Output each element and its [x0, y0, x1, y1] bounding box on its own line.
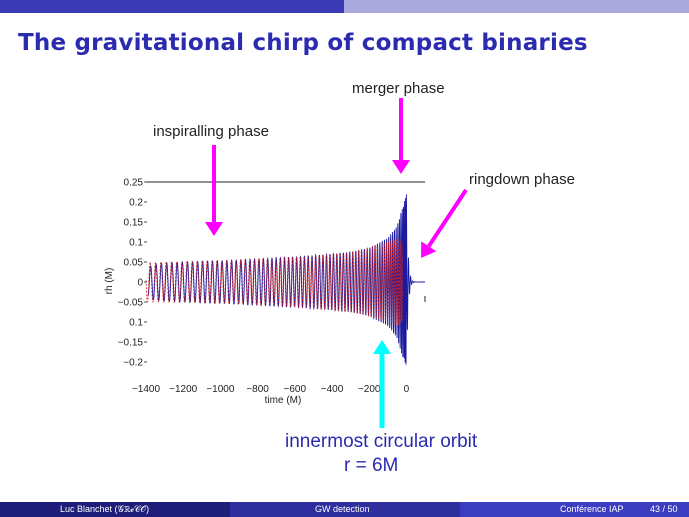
- merger-arrow: [392, 98, 410, 174]
- waveform-series: [145, 194, 425, 365]
- x-tick-labels: −1400 −1200 −1000 −800 −600 −400 −200 0: [132, 384, 410, 395]
- x-tick-label: −1400: [132, 384, 161, 395]
- y-tick-label: 0.05: [124, 258, 144, 269]
- chart-axes: [146, 181, 426, 302]
- footer-venue: Conférence IAP: [560, 504, 624, 514]
- y-tick-label: −0.15: [118, 338, 144, 349]
- y-tick-label: 0: [137, 278, 143, 289]
- arrow-head: [421, 241, 437, 258]
- ringdown-arrow: [421, 188, 468, 258]
- footer-author: Luc Blanchet (𝒢ℝℯ𝒞𝒪): [60, 504, 150, 514]
- y-axis-label: rh (M): [104, 268, 115, 295]
- y-tick-label: −0.05: [118, 298, 144, 309]
- footer-venue-segment: Conférence IAP 43 / 50: [460, 502, 689, 517]
- arrow-head: [205, 222, 223, 236]
- arrow-shaft: [427, 188, 468, 248]
- inspiral-arrow: [205, 145, 223, 236]
- y-tick-labels: 0.25 0.2 0.15 0.1 0.05 0 −0.05 0.1 −0.15 −0.2: [118, 178, 147, 369]
- y-tick-label: 0.25: [124, 178, 144, 189]
- footer-page-number: 43 / 50: [650, 504, 678, 514]
- phase-arrows: [205, 98, 468, 428]
- x-tick-label: 0: [404, 384, 410, 395]
- footer-talk-segment: GW detection: [230, 502, 460, 517]
- y-tick-label: 0.2: [129, 198, 143, 209]
- topbar-left-segment: [0, 0, 344, 13]
- x-tick-label: −1200: [169, 384, 198, 395]
- y-tick-label: −0.2: [123, 358, 143, 369]
- y-tick-label: 0.1: [129, 318, 143, 329]
- x-axis-label: time (M): [265, 395, 302, 406]
- y-tick-label: 0.15: [124, 218, 144, 229]
- x-tick-label: −800: [246, 384, 269, 395]
- slide-title: The gravitational chirp of compact binar…: [18, 30, 588, 56]
- merger-phase-label: merger phase: [352, 80, 445, 97]
- inspiral-phase-label: inspiralling phase: [153, 123, 269, 140]
- footer-talk-title: GW detection: [315, 504, 370, 514]
- x-tick-label: −600: [284, 384, 307, 395]
- footer-bar: Luc Blanchet (𝒢ℝℯ𝒞𝒪) GW detection Confér…: [0, 502, 689, 517]
- isco-arrow: [373, 340, 391, 428]
- isco-radius-label: r = 6M: [344, 455, 399, 476]
- footer-author-segment: Luc Blanchet (𝒢ℝℯ𝒞𝒪): [0, 502, 230, 517]
- top-navigation-bar: [0, 0, 689, 13]
- waveform-line-red: [145, 238, 404, 326]
- arrow-head: [373, 340, 391, 354]
- x-tick-label: −1000: [206, 384, 235, 395]
- ringdown-phase-label: ringdown phase: [469, 171, 575, 188]
- x-tick-label: −400: [321, 384, 344, 395]
- isco-label: innermost circular orbit: [285, 431, 478, 452]
- x-tick-label: −200: [358, 384, 381, 395]
- topbar-right-segment: [344, 0, 689, 13]
- arrow-head: [392, 160, 410, 174]
- y-tick-label: 0.1: [129, 238, 143, 249]
